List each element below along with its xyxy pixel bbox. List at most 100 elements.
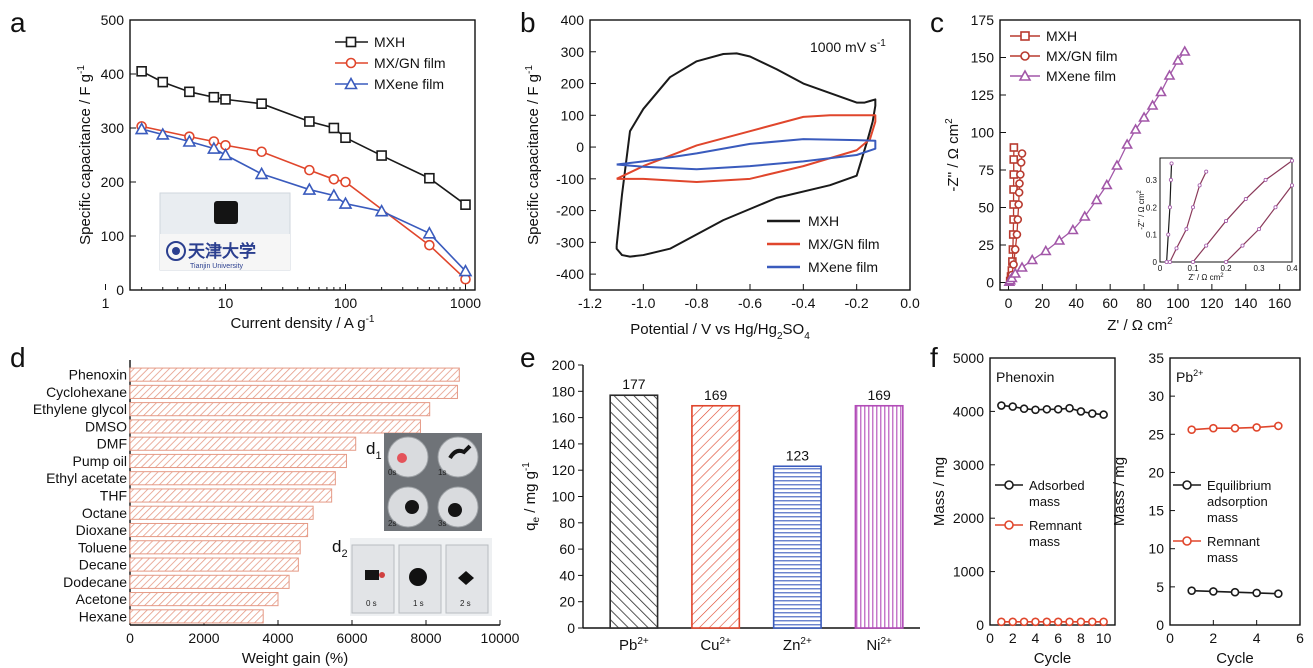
legend-marker (1018, 69, 1032, 81)
inset-label-d2: d2 (332, 537, 348, 560)
y-tick-label: 200 (101, 174, 125, 190)
data-point (1026, 253, 1039, 265)
y-tick-label: 200 (561, 76, 585, 92)
x-tick-label: 0 (1005, 295, 1013, 311)
y-tick-label: 400 (101, 66, 125, 82)
inset-point (1240, 243, 1245, 248)
data-point (155, 127, 170, 140)
y-tick-label: 15 (1148, 503, 1164, 519)
inset-point (1166, 232, 1171, 237)
data-label: 123 (786, 447, 810, 463)
panel-label-a: a (10, 7, 26, 38)
x-tick-label: -0.2 (845, 295, 869, 311)
bar-pump-oil (129, 453, 347, 469)
legend-label: mass (1207, 550, 1239, 565)
x-axis-label: Current density / A g-1 (231, 314, 375, 332)
data-point (340, 176, 351, 188)
category-label: Octane (82, 505, 127, 521)
data-point (1053, 404, 1063, 414)
data-point (1087, 409, 1097, 418)
x-tick-label: 120 (1200, 295, 1224, 311)
y-tick-label: 75 (978, 162, 994, 178)
data-point (157, 76, 169, 88)
data-point (1138, 111, 1150, 122)
x-axis-label: Z' / Ω cm2 (1107, 316, 1173, 334)
category-label: Pump oil (73, 453, 127, 469)
data-point (1053, 617, 1063, 627)
data-point (1178, 45, 1191, 56)
data-point (1065, 617, 1074, 627)
y-tick-label: 180 (552, 383, 576, 399)
y-tick-label: 140 (552, 436, 576, 452)
x-tick-label: 4 (1032, 630, 1040, 646)
x-tick-label: 20 (1035, 295, 1051, 311)
bar-cu (691, 404, 741, 629)
data-point (1014, 200, 1023, 209)
data-point (997, 401, 1006, 410)
y-tick-label: 100 (971, 125, 995, 141)
data-point (460, 199, 471, 210)
chart-c: 0 20 40 60 80 100 120 140 160 0 25 50 75 100 125 150 175… (944, 12, 1301, 334)
data-point (327, 188, 341, 201)
y-axis-label: Mass / mg (931, 457, 948, 526)
x-tick-label: 10 (1096, 630, 1112, 646)
y-tick-label: 400 (561, 12, 585, 28)
bar-dmf (129, 436, 357, 451)
d2-time-0: 0 s (366, 599, 377, 608)
inset-point (1169, 161, 1174, 166)
inset-point (1191, 259, 1196, 264)
data-point (374, 203, 389, 217)
legend-label: mass (1029, 494, 1061, 509)
legend-marker (1004, 480, 1014, 490)
data-point (1230, 587, 1240, 597)
legend-label: MXene film (1046, 68, 1116, 84)
category-label: Decane (79, 557, 127, 573)
chart-e: 0 20 40 60 80 100 120 140 160 180 200 qe / mg g-1 17… (521, 357, 920, 654)
data-point (1099, 410, 1108, 419)
data-point (1031, 617, 1040, 627)
inset-point (1204, 243, 1209, 248)
inset-point (1184, 227, 1189, 232)
x-tick-label: 0 (126, 630, 134, 646)
data-point (424, 172, 435, 184)
x-tick-label: 0.0 (900, 295, 920, 311)
inset-x-tick-label: 0 (1158, 264, 1163, 273)
inset-point (1273, 205, 1278, 210)
data-point (1009, 143, 1019, 152)
bar-dioxane (129, 522, 309, 538)
red-droplet (397, 453, 407, 463)
data-point (1012, 230, 1022, 239)
data-point (328, 122, 340, 134)
inset-y-tick-label: 0.3 (1146, 176, 1158, 185)
inset-photo-d2: d2 0 s 1 s 2 s (332, 537, 492, 616)
legend-label: mass (1207, 510, 1239, 525)
data-point (1187, 586, 1196, 595)
inset-photo-a: 天津大学 Tianjin University (159, 192, 291, 271)
data-point (1274, 421, 1283, 431)
category-label: THF (100, 488, 127, 504)
category-label: Phenoxin (69, 367, 127, 383)
x-tick-label: 4 (1253, 630, 1261, 646)
data-point (1146, 99, 1159, 110)
bar-thf (129, 488, 333, 503)
chart-d: 0 2000 4000 6000 8000 10000 Weight gain (%) Phe… (33, 360, 520, 667)
data-point (256, 98, 267, 109)
category-label: Dioxane (76, 522, 128, 538)
category-label: Cyclohexane (46, 384, 127, 400)
inset-point (1224, 218, 1229, 223)
x-tick-label: 0 (986, 630, 994, 646)
bar-phenoxin (129, 367, 460, 382)
bar-ni (854, 404, 904, 629)
y-tick-label: 300 (101, 120, 125, 136)
data-point (1252, 588, 1261, 598)
legend-label: Remnant (1207, 534, 1260, 549)
y-tick-label: 40 (559, 567, 575, 583)
bar-ethyl-acetate (129, 471, 336, 486)
x-tick-label: 1 (102, 295, 110, 311)
data-point (1009, 155, 1019, 164)
x-axis-label: Cycle (1034, 650, 1072, 667)
inset-point (1263, 177, 1268, 182)
category-label: Cu2+ (700, 636, 731, 654)
category-label: Pb2+ (619, 636, 649, 654)
